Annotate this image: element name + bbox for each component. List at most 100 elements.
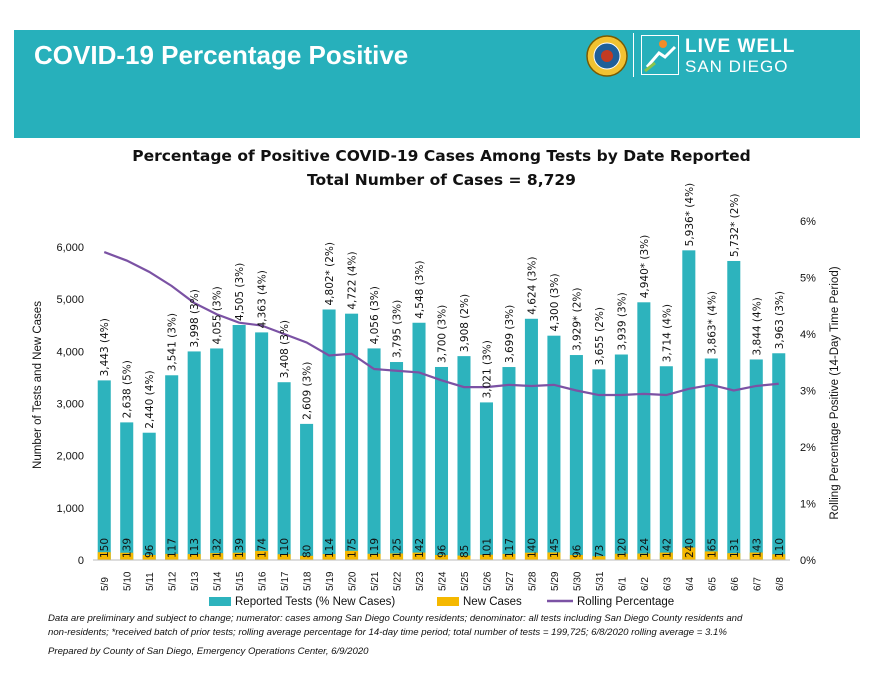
x-tick-label: 6/6 <box>730 577 741 591</box>
x-tick-label: 6/4 <box>685 577 696 591</box>
tests-data-label: 5,936* (4%) <box>684 183 696 247</box>
x-tick-label: 5/18 <box>303 571 314 591</box>
new-cases-bar <box>614 553 628 560</box>
new-cases-data-label: 240 <box>684 538 696 558</box>
tests-bar <box>97 380 111 560</box>
tests-data-label: 3,939 (3%) <box>616 292 628 350</box>
new-cases-data-label: 117 <box>167 538 179 558</box>
new-cases-data-label: 150 <box>99 538 111 558</box>
tests-data-label: 3,443 (4%) <box>99 318 111 376</box>
legend-label-new-cases: New Cases <box>463 596 522 608</box>
x-tick-label: 5/16 <box>258 571 269 591</box>
tests-data-label: 4,624 (3%) <box>526 257 538 315</box>
tests-data-label: 3,998 (3%) <box>189 289 201 347</box>
x-tick-label: 5/12 <box>168 571 179 591</box>
new-cases-bar <box>367 553 381 560</box>
new-cases-bar <box>210 553 224 560</box>
new-cases-data-label: 143 <box>751 538 763 558</box>
new-cases-data-label: 165 <box>706 538 718 558</box>
tests-bar <box>367 348 381 560</box>
y2-axis-title: Rolling Percentage Positive (14-Day Time… <box>829 266 841 519</box>
header-banner <box>14 30 860 138</box>
y2-tick-label: 6% <box>800 216 816 228</box>
tests-bar <box>277 382 291 560</box>
new-cases-bar <box>187 554 201 560</box>
new-cases-data-label: 139 <box>234 538 246 558</box>
x-tick-label: 6/8 <box>775 577 786 591</box>
new-cases-bar <box>682 547 696 560</box>
tests-data-label: 4,300 (3%) <box>549 273 561 331</box>
tests-bar <box>704 358 718 560</box>
tests-bar <box>637 302 651 560</box>
new-cases-bar <box>255 550 269 560</box>
legend-label-tests: Reported Tests (% New Cases) <box>235 596 395 608</box>
tests-bar <box>659 366 673 560</box>
tests-data-label: 3,929* (2%) <box>571 288 583 352</box>
x-tick-label: 5/21 <box>370 571 381 591</box>
tests-data-label: 4,940* (3%) <box>639 235 651 299</box>
rolling-percentage-line <box>103 251 779 397</box>
new-cases-data-label: 85 <box>459 545 471 558</box>
x-tick-label: 5/15 <box>235 571 246 591</box>
y-tick-label: 1,000 <box>56 503 84 515</box>
new-cases-bar <box>524 552 538 560</box>
page-title: COVID-19 Percentage Positive <box>34 40 409 70</box>
new-cases-data-label: 80 <box>302 545 314 558</box>
tests-data-label: 4,505 (3%) <box>234 263 246 321</box>
tests-bar <box>300 423 314 560</box>
tests-data-label: 4,363 (4%) <box>257 270 269 328</box>
new-cases-data-label: 142 <box>414 538 426 558</box>
tests-bar <box>210 348 224 560</box>
x-tick-label: 6/7 <box>752 577 763 591</box>
new-cases-bar <box>659 552 673 560</box>
tests-data-label: 3,863* (4%) <box>706 291 718 355</box>
y-tick-label: 5,000 <box>56 294 84 306</box>
new-cases-bar <box>322 554 336 560</box>
tests-bar <box>232 324 246 560</box>
y-tick-label: 0 <box>78 555 84 567</box>
tests-bar <box>412 322 426 560</box>
new-cases-data-label: 175 <box>347 538 359 558</box>
x-tick-label: 6/1 <box>617 577 628 591</box>
legend-label-rolling: Rolling Percentage <box>577 596 674 608</box>
x-tick-label: 5/26 <box>482 571 493 591</box>
tests-data-label: 4,548 (3%) <box>414 260 426 318</box>
x-tick-label: 5/11 <box>145 572 156 591</box>
tests-bar <box>120 422 134 560</box>
new-cases-bar <box>232 552 246 560</box>
new-cases-data-label: 101 <box>481 538 493 558</box>
new-cases-bar <box>390 553 404 560</box>
tests-data-label: 4,055 (3%) <box>212 286 224 344</box>
tests-data-label: 3,541 (3%) <box>167 313 179 371</box>
live-well-logo-icon <box>641 35 679 75</box>
x-tick-label: 5/24 <box>438 571 449 591</box>
new-cases-bar <box>412 552 426 560</box>
new-cases-bar <box>457 555 471 560</box>
chart-subtitle: Total Number of Cases = 8,729 <box>307 171 576 189</box>
new-cases-data-label: 145 <box>549 538 561 558</box>
tests-data-label: 4,802* (2%) <box>324 242 336 306</box>
x-tick-label: 6/5 <box>707 577 718 591</box>
new-cases-bar <box>772 554 786 560</box>
tests-bar <box>592 369 606 560</box>
tests-data-label: 2,638 (5%) <box>122 360 134 418</box>
new-cases-data-label: 117 <box>504 538 516 558</box>
tests-data-label: 2,609 (3%) <box>302 362 314 420</box>
tests-data-label: 3,714 (4%) <box>661 304 673 362</box>
new-cases-bar <box>592 556 606 560</box>
tests-bar <box>727 260 741 560</box>
tests-bar <box>614 354 628 560</box>
tests-bar <box>255 332 269 560</box>
new-cases-bar <box>97 552 111 560</box>
new-cases-data-label: 125 <box>392 538 404 558</box>
x-tick-label: 5/9 <box>100 577 111 591</box>
x-tick-label: 5/13 <box>190 571 201 591</box>
new-cases-data-label: 132 <box>212 538 224 558</box>
tests-data-label: 3,795 (3%) <box>392 300 404 358</box>
y2-tick-label: 0% <box>800 555 816 567</box>
y2-tick-label: 5% <box>800 273 816 285</box>
brand-line-2: SAN DIEGO <box>685 57 789 76</box>
tests-bar <box>457 356 471 560</box>
y-tick-label: 2,000 <box>56 451 84 463</box>
